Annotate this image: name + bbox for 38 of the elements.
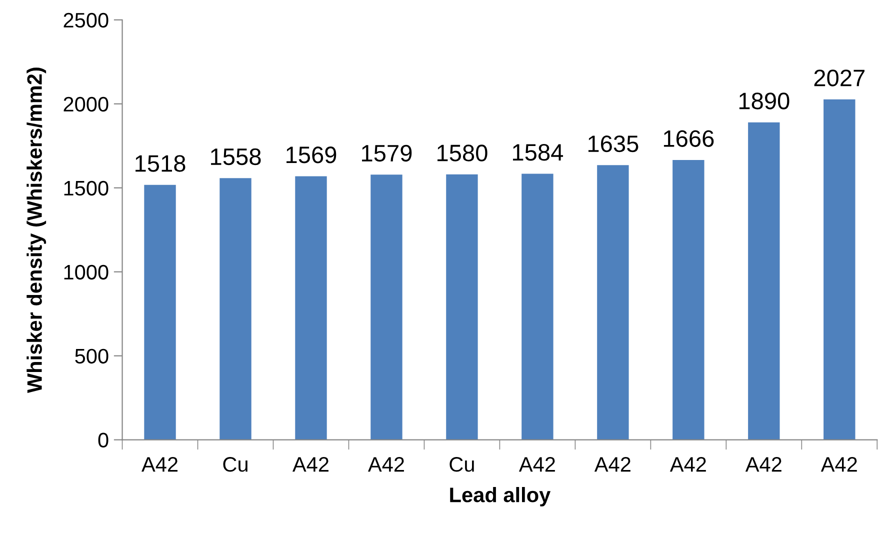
y-tick-label: 500 bbox=[75, 348, 108, 364]
x-tick-label: A42 bbox=[368, 457, 404, 472]
y-axis-title: Whisker density (Whiskers/mm2) bbox=[26, 68, 46, 394]
data-label: 1890 bbox=[739, 92, 790, 110]
bar bbox=[748, 122, 780, 440]
x-tick-label: A42 bbox=[820, 457, 857, 472]
x-tick-label: Cu bbox=[223, 457, 248, 472]
x-tick-label: Cu bbox=[450, 457, 474, 472]
y-tick-label: 1500 bbox=[64, 180, 108, 196]
bar bbox=[295, 176, 327, 440]
y-tick-label: 0 bbox=[98, 432, 108, 448]
bar bbox=[446, 174, 478, 440]
bar bbox=[522, 174, 554, 440]
bar bbox=[597, 165, 629, 440]
data-label: 1569 bbox=[286, 146, 336, 164]
data-label: 1518 bbox=[136, 155, 186, 172]
y-tick-label: 2500 bbox=[64, 12, 108, 28]
y-tick-label: 2000 bbox=[64, 96, 108, 112]
bar bbox=[220, 178, 252, 440]
x-tick-label: A42 bbox=[745, 457, 782, 472]
bar bbox=[370, 174, 402, 440]
data-label: 1584 bbox=[512, 144, 564, 161]
x-tick-label: A42 bbox=[594, 457, 630, 472]
x-axis-title: Lead alloy bbox=[450, 487, 551, 506]
data-label: 1580 bbox=[438, 144, 488, 162]
x-tick-label: A42 bbox=[670, 457, 706, 472]
bar bbox=[672, 160, 704, 440]
data-label: 1635 bbox=[588, 135, 638, 152]
bar bbox=[824, 99, 856, 440]
data-label: 1579 bbox=[362, 144, 412, 162]
data-label: 1558 bbox=[211, 148, 261, 166]
x-tick-label: A42 bbox=[518, 457, 555, 472]
data-label: 2027 bbox=[814, 70, 864, 86]
x-tick-label: A42 bbox=[292, 457, 328, 472]
x-tick-label: A42 bbox=[142, 457, 178, 472]
y-tick-label: 1000 bbox=[64, 264, 108, 280]
data-label: 1666 bbox=[664, 130, 714, 147]
bar bbox=[144, 184, 176, 440]
